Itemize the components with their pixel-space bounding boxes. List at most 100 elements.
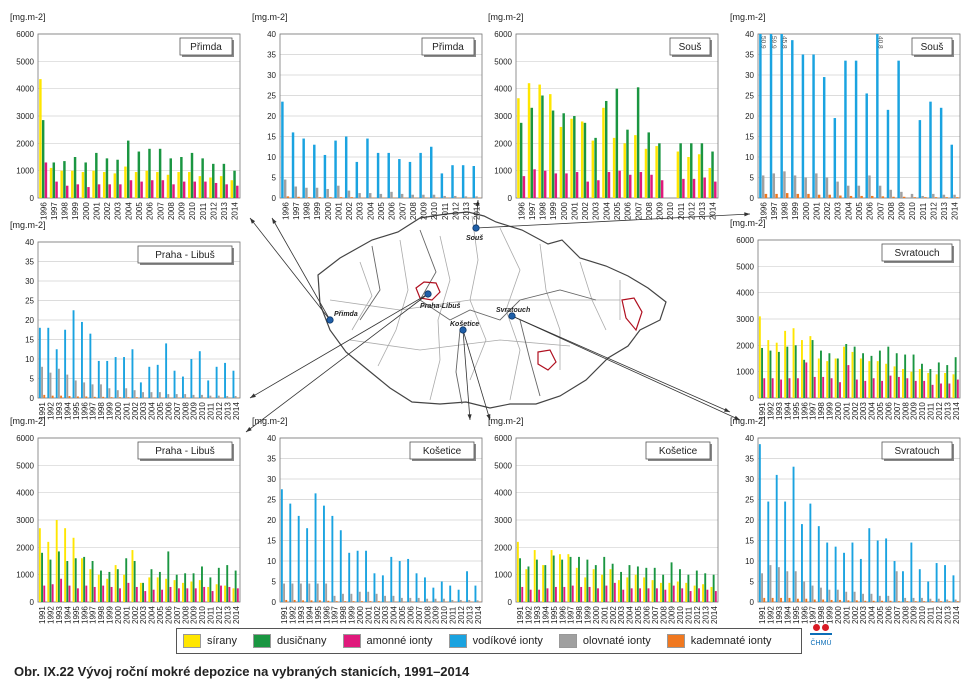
x-tick-label: 2004 <box>844 202 853 220</box>
bar <box>454 195 457 198</box>
bar <box>116 159 119 198</box>
bar <box>931 384 934 398</box>
y-tick-label: 0 <box>30 598 35 607</box>
bar <box>682 178 685 198</box>
bar <box>432 194 436 198</box>
bar <box>918 569 921 602</box>
x-tick-label: 2011 <box>207 606 216 624</box>
x-tick-label: 2004 <box>626 606 635 624</box>
arrow-head <box>250 218 256 224</box>
bar <box>803 359 806 398</box>
bar <box>379 193 383 198</box>
y-tick-label: 35 <box>267 51 276 60</box>
bar <box>952 374 955 398</box>
region-borders <box>329 215 621 401</box>
bar <box>541 95 544 198</box>
x-tick-label: 1992 <box>767 402 776 420</box>
bar <box>618 170 621 198</box>
bar <box>853 591 856 602</box>
bar <box>801 524 803 602</box>
bar <box>415 573 418 602</box>
y-tick-label: 15 <box>745 133 754 142</box>
bar <box>60 578 63 602</box>
x-tick-label: 2010 <box>440 606 449 624</box>
bar <box>822 376 825 398</box>
bar <box>801 54 805 198</box>
bar <box>817 358 820 398</box>
bar <box>127 397 130 398</box>
bar <box>408 161 412 198</box>
y-tick-label: 1000 <box>736 368 754 377</box>
bar <box>64 528 67 602</box>
bar <box>369 601 372 602</box>
station-title: Praha - Libuš <box>155 250 214 261</box>
x-tick-label: 2007 <box>893 402 902 420</box>
bar <box>796 598 799 602</box>
bar <box>695 570 698 602</box>
bar <box>761 573 764 602</box>
x-tick-label: 1999 <box>71 202 80 220</box>
bar <box>217 395 220 398</box>
bar <box>280 489 283 602</box>
y-tick-label: 1000 <box>16 571 34 580</box>
station-label: Praha-Libuš <box>420 303 461 310</box>
bar <box>55 181 58 198</box>
bar <box>872 378 875 398</box>
bar <box>700 143 704 198</box>
x-tick-label: 2002 <box>345 202 354 220</box>
bar <box>780 379 783 398</box>
y-tick-label: 30 <box>25 277 34 286</box>
station-marker <box>424 290 432 298</box>
bar <box>886 109 890 198</box>
bar <box>297 196 300 198</box>
bar <box>335 601 338 602</box>
bar <box>954 357 957 398</box>
x-tick-label: 2001 <box>122 402 131 420</box>
y-tick-label: 20 <box>267 516 276 525</box>
bar <box>232 588 235 602</box>
x-tick-label: 2013 <box>465 606 474 624</box>
x-tick-label: 2004 <box>868 606 877 624</box>
bar <box>313 144 316 198</box>
logo-dots <box>806 624 836 631</box>
x-tick-label: 2013 <box>223 606 232 624</box>
bar <box>804 177 807 198</box>
x-tick-label: 1992 <box>767 606 776 624</box>
x-tick-label: 2003 <box>859 606 868 624</box>
bar <box>881 196 885 198</box>
bar <box>651 580 654 602</box>
bar <box>215 584 218 602</box>
x-tick-label: 2009 <box>432 606 441 624</box>
bar <box>687 574 690 602</box>
bar <box>676 581 679 602</box>
bar <box>575 567 578 602</box>
x-tick-label: 1991 <box>758 402 767 420</box>
bar <box>855 600 858 602</box>
y-tick-label: 1000 <box>494 571 512 580</box>
bar <box>785 193 789 198</box>
bar <box>794 571 797 602</box>
x-tick-label: 2008 <box>901 402 910 420</box>
bar <box>620 571 623 602</box>
connector-line <box>271 217 331 321</box>
bar <box>468 599 471 602</box>
title-box <box>881 243 953 262</box>
bar <box>106 360 109 398</box>
bar <box>921 195 924 198</box>
bar <box>876 34 879 198</box>
bar <box>68 396 71 398</box>
y-tick-label: 0 <box>508 194 513 203</box>
bar <box>710 586 713 602</box>
bar <box>788 378 791 398</box>
bar <box>409 597 412 602</box>
bar <box>902 571 904 602</box>
bar <box>704 573 707 602</box>
bar <box>166 174 170 198</box>
x-tick-label: 2000 <box>560 202 569 220</box>
x-tick-label: 2004 <box>366 202 375 220</box>
bar <box>457 589 460 602</box>
bar <box>597 588 599 602</box>
